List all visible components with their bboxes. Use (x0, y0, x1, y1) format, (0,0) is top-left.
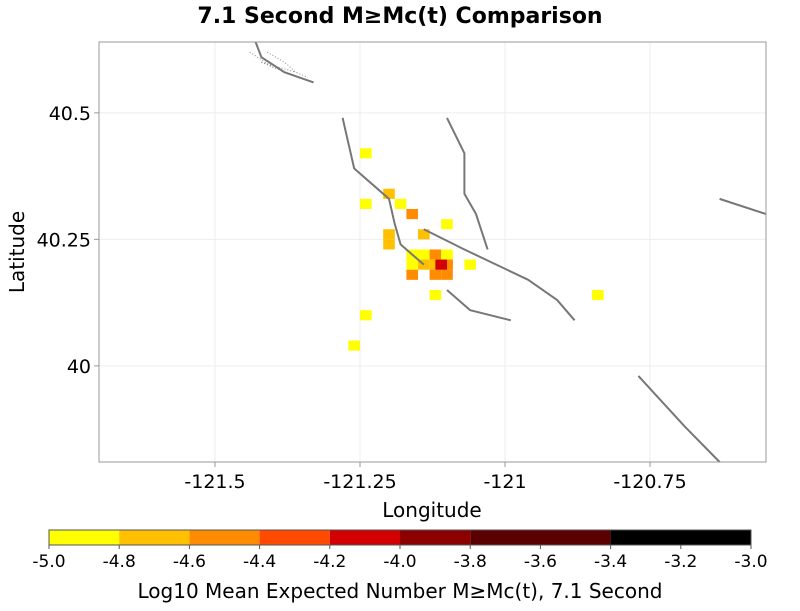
heatmap-cell (348, 340, 360, 351)
boundary-line (266, 51, 308, 78)
colorbar-tick-label: -3.0 (734, 552, 767, 572)
colorbar-swatch (189, 530, 260, 545)
heatmap-cell (464, 259, 476, 270)
heatmap-cell (394, 198, 407, 209)
colorbar-tick-label: -3.2 (664, 552, 697, 572)
heatmap-cell (383, 188, 395, 199)
colorbar-label: Log10 Mean Expected Number M≥Mc(t), 7.1 … (138, 579, 663, 603)
heatmap-cell (383, 229, 395, 240)
grid-lines (99, 42, 766, 462)
heatmap-cell (429, 249, 442, 260)
colorbar-swatch (119, 530, 190, 545)
colorbar-tick-label: -4.2 (313, 552, 346, 572)
heatmap-cell (406, 208, 418, 220)
heatmap-cell (406, 259, 418, 270)
colorbar-ticks: -5.0 -4.8 -4.6 -4.4 -4.2 -4.0 -3.8 -3.6 -3.4 -3.2… (32, 545, 768, 572)
colorbar-tick-label: -3.4 (594, 552, 627, 572)
boundary-line (261, 61, 274, 68)
heatmap-cell (435, 259, 447, 270)
colorbar-tick-label: -4.4 (243, 552, 276, 572)
heatmap-cell (406, 269, 418, 280)
colorbar-swatch (400, 530, 471, 545)
heatmap-cell (429, 289, 442, 301)
x-tick-label: -121.25 (323, 471, 396, 493)
fault-line (719, 197, 767, 215)
x-tick-label: -120.75 (613, 471, 686, 493)
colorbar-swatch (49, 530, 120, 545)
colorbar-tick-label: -5.0 (32, 552, 65, 572)
colorbar (49, 530, 751, 545)
fault-line (254, 41, 314, 84)
fault-lines (254, 41, 767, 463)
y-axis-ticks: 40 40.25 40.5 (37, 103, 99, 378)
fault-line (446, 289, 512, 322)
heatmap-cell (441, 269, 453, 280)
heatmap-cell (441, 219, 453, 230)
fault-line (341, 117, 425, 266)
x-axis-label: Longitude (382, 498, 481, 522)
heatmap-cell (360, 310, 372, 321)
heatmap-cell (383, 239, 395, 250)
y-axis-label: Latitude (5, 211, 29, 293)
heatmap-cell (429, 269, 442, 280)
colorbar-tick-label: -4.8 (103, 552, 136, 572)
colorbar-swatch (259, 530, 330, 545)
colorbar-tick-label: -4.0 (383, 552, 416, 572)
colorbar-tick-label: -3.8 (454, 552, 487, 572)
heatmap-cell (418, 249, 430, 260)
colorbar-swatch (470, 530, 611, 545)
colorbar-swatch (329, 530, 400, 545)
heatmap-cell (360, 198, 372, 209)
fault-line (637, 375, 721, 463)
y-tick-label: 40 (67, 356, 91, 378)
heatmap-cell (592, 289, 604, 301)
fault-line (423, 228, 576, 321)
plot-frame (98, 41, 767, 463)
chart-title: 7.1 Second M≥Mc(t) Comparison (197, 4, 602, 29)
x-axis-ticks: -121.5 -121.25 -121 -120.75 (184, 462, 687, 493)
colorbar-tick-label: -4.6 (173, 552, 206, 572)
heatmap-cells (348, 148, 604, 351)
y-tick-label: 40.25 (37, 229, 91, 251)
y-tick-label: 40.5 (49, 103, 91, 125)
heatmap-cell (441, 249, 453, 260)
colorbar-swatch (610, 530, 751, 545)
x-tick-label: -121 (483, 471, 526, 493)
colorbar-tick-label: -3.6 (524, 552, 557, 572)
fault-line (446, 117, 489, 250)
heatmap-cell (418, 229, 430, 240)
region-boundary (249, 51, 314, 83)
x-tick-label: -121.5 (184, 471, 245, 493)
boundary-line (261, 61, 297, 73)
heatmap-cell (360, 148, 372, 159)
boundary-line (249, 51, 314, 83)
